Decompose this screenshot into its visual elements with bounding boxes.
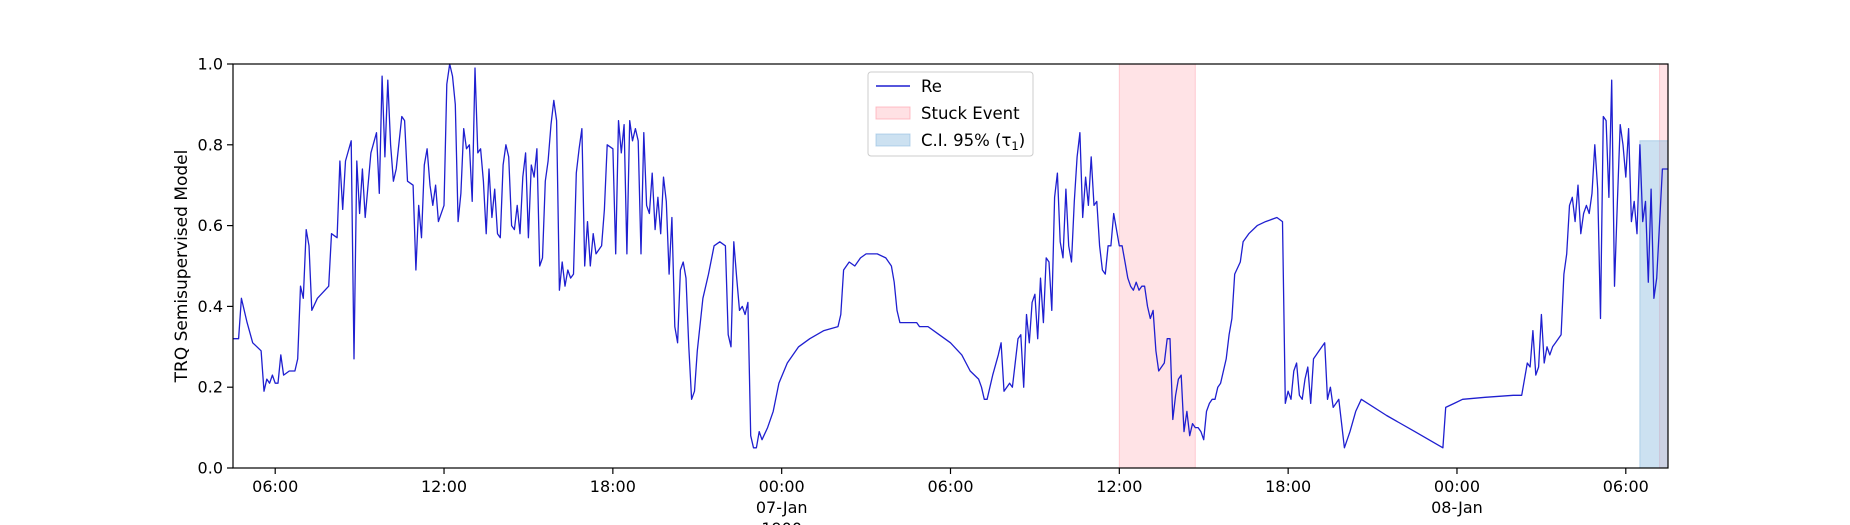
legend: Re Stuck Event C.I. 95% (τ1) [867, 71, 1034, 157]
series-line [233, 63, 1668, 449]
x-tick-label: 12:00 [421, 477, 467, 496]
x-axis: 06:00 12:00 18:00 00:00 07-Jan 1900 06:00 12:00… [252, 468, 1649, 525]
x-tick-date-label: 08-Jan [1431, 498, 1483, 517]
legend-label-ci: C.I. 95% (τ1) [921, 131, 1025, 153]
y-tick-label: 0.6 [198, 216, 223, 235]
stuck-event-region [1118, 63, 1196, 469]
y-tick-label: 0.8 [198, 135, 223, 154]
x-tick-year-label: 1900 [761, 519, 802, 525]
x-tick-label: 18:00 [1265, 477, 1311, 496]
y-tick-label: 0.2 [198, 378, 223, 397]
x-tick-label: 06:00 [252, 477, 298, 496]
legend-box [867, 71, 1034, 157]
y-tick-label: 0.4 [198, 297, 223, 316]
legend-label-stuck: Stuck Event [921, 104, 1020, 123]
x-tick-label: 06:00 [1603, 477, 1649, 496]
x-tick-label: 00:00 [1434, 477, 1480, 496]
y-axis-label: TRQ Semisupervised Model [172, 150, 192, 384]
y-tick-label: 0.0 [198, 459, 223, 478]
ci-region [1639, 140, 1669, 469]
shaded-regions [1118, 63, 1669, 469]
series-layer [233, 63, 1668, 449]
legend-ci-swatch [875, 133, 911, 147]
x-tick-date-label: 07-Jan [756, 498, 808, 517]
y-axis: 0.0 0.2 0.4 0.6 0.8 1.0 [198, 55, 233, 478]
x-tick-label: 18:00 [590, 477, 636, 496]
y-tick-label: 1.0 [198, 55, 223, 74]
legend-stuck-swatch [875, 106, 911, 120]
legend-label-line: Re [921, 77, 942, 96]
x-tick-label: 00:00 [759, 477, 805, 496]
x-tick-label: 06:00 [927, 477, 973, 496]
x-tick-label: 12:00 [1096, 477, 1142, 496]
